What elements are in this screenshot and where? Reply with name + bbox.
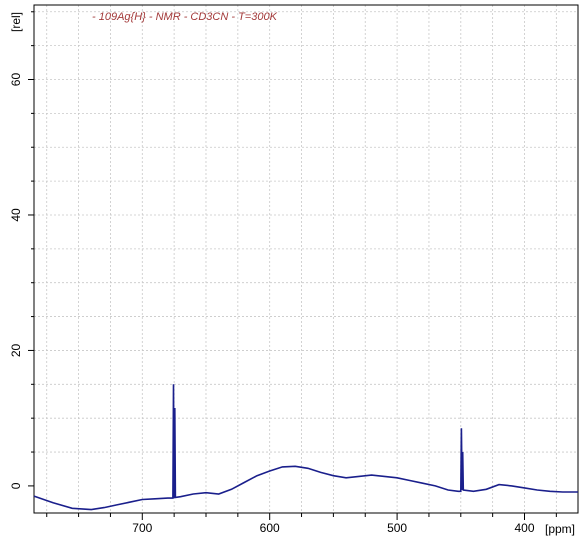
x-axis-label: [ppm] (545, 522, 575, 536)
y-axis-label: [rel] (9, 12, 23, 32)
y-tick-label: 20 (9, 343, 23, 357)
y-tick-label: 40 (9, 208, 23, 222)
plot-frame (33, 4, 579, 514)
x-tick-label: 700 (132, 521, 152, 535)
x-tick-label: 600 (260, 521, 280, 535)
grid (34, 5, 578, 513)
y-tick-label: 60 (9, 73, 23, 87)
x-tick-label: 400 (514, 521, 534, 535)
x-tick-label: 500 (387, 521, 407, 535)
y-axis-ticks: 0 20 40 60 (9, 11, 34, 489)
chart-title: - 109Ag{H} - NMR - CD3CN - T=300K (92, 11, 278, 23)
y-tick-label: 0 (9, 482, 23, 489)
x-axis-ticks: 700 600 500 400 (46, 513, 557, 535)
series-line-spectrum (33, 384, 578, 511)
